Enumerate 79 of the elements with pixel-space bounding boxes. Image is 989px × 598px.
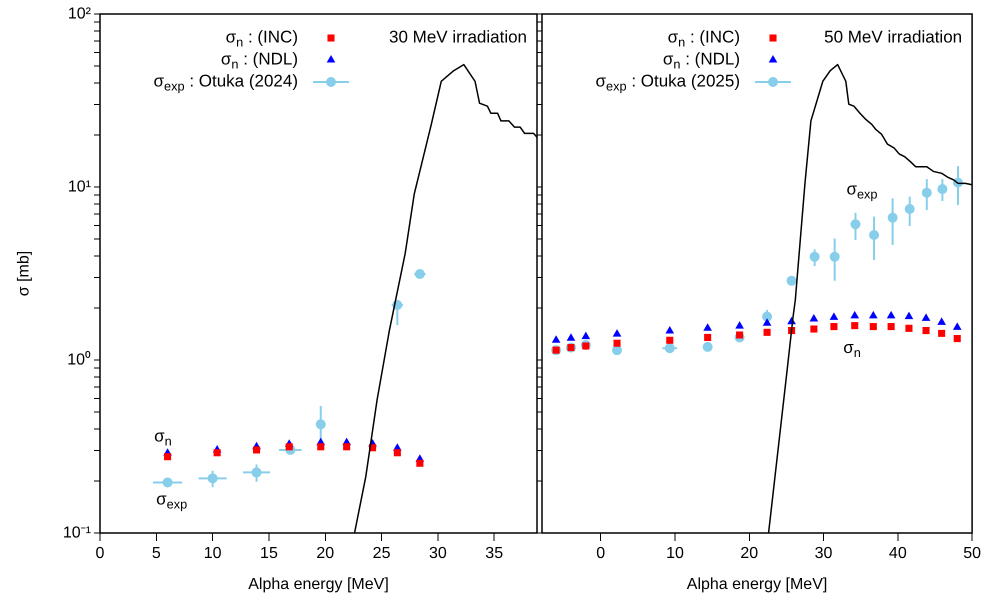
x-tick-label: 10: [666, 545, 684, 562]
point: [316, 419, 326, 430]
point: [208, 473, 218, 484]
point: [810, 326, 818, 333]
point: [735, 321, 744, 329]
x-tick-label: 0: [596, 545, 606, 562]
y-tick-label: 10¹: [68, 178, 91, 196]
x-tick-label: 20: [316, 545, 334, 562]
x-tick-label: 50: [963, 545, 982, 562]
point: [904, 312, 914, 320]
point: [162, 477, 173, 488]
y-tick-label: 10⁰: [67, 350, 91, 368]
point: [762, 318, 772, 326]
point: [850, 219, 860, 230]
point: [736, 331, 744, 339]
point: [922, 188, 932, 198]
point: [214, 449, 221, 456]
point: [786, 276, 797, 286]
x-tick-label: 30: [428, 545, 447, 562]
x-tick-label: 5: [152, 545, 161, 562]
point: [937, 184, 948, 194]
point: [904, 204, 915, 214]
point: [810, 314, 818, 322]
y-tick-label: 10⁻¹: [62, 524, 91, 542]
x-tick-label: 35: [485, 545, 504, 562]
point: [830, 312, 838, 320]
point: [317, 443, 324, 450]
point: [954, 335, 961, 342]
x-tick-label: 10: [204, 545, 222, 562]
point: [762, 312, 772, 322]
point: [414, 269, 425, 280]
point: [566, 333, 576, 341]
x-tick-label: 30: [814, 545, 833, 562]
point: [416, 460, 424, 467]
point: [704, 334, 712, 341]
point: [810, 252, 820, 262]
point: [343, 443, 350, 450]
point: [888, 212, 898, 223]
x-axis-title: Alpha energy [MeV]: [686, 576, 828, 593]
point: [394, 449, 401, 456]
annotation: 50 MeV irradiation: [824, 28, 962, 47]
point: [612, 329, 622, 337]
point: [613, 340, 621, 347]
point: [552, 335, 560, 343]
point: [850, 310, 860, 318]
x-tick-label: 40: [888, 545, 907, 562]
point: [922, 327, 930, 334]
x-tick-label: 0: [96, 545, 105, 562]
point: [905, 324, 912, 332]
point: [868, 310, 878, 318]
point: [938, 330, 946, 337]
point: [703, 323, 712, 331]
x-tick-label: 15: [260, 545, 278, 562]
point: [702, 342, 713, 352]
point: [666, 336, 674, 344]
point: [665, 326, 674, 334]
point: [922, 313, 930, 321]
x-tick-label: 25: [372, 545, 391, 562]
point: [253, 446, 260, 454]
point: [937, 317, 946, 325]
y-axis-title: σ [mb]: [15, 250, 32, 296]
point: [830, 323, 838, 330]
point: [764, 328, 771, 336]
point: [952, 322, 962, 330]
point: [851, 322, 858, 330]
point: [830, 252, 840, 262]
point: [664, 343, 675, 354]
point: [869, 230, 880, 240]
point: [888, 323, 895, 330]
x-tick-label: 20: [740, 545, 758, 562]
point: [286, 443, 293, 450]
point: [581, 332, 590, 340]
point: [252, 467, 262, 478]
point: [886, 310, 896, 318]
x-axis-title: Alpha energy [MeV]: [248, 576, 389, 593]
y-tick-label: 10²: [68, 5, 92, 22]
point: [870, 323, 877, 330]
annotation: 30 MeV irradiation: [389, 28, 528, 47]
point: [164, 453, 172, 460]
